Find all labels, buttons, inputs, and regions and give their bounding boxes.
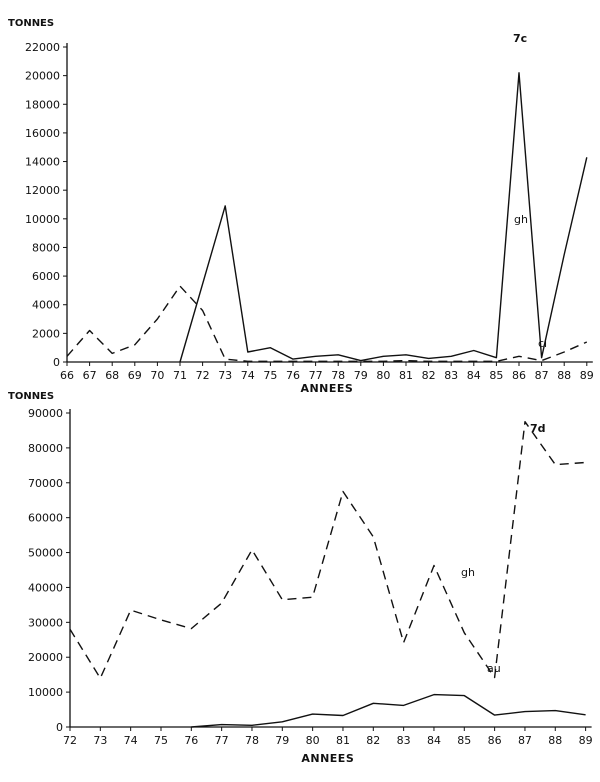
chart-7d-x-tick-label: 88 xyxy=(548,734,562,747)
chart-7d-x-tick-label: 86 xyxy=(488,734,502,747)
chart-7c-y-tick-label: 10000 xyxy=(25,213,60,226)
chart-7d-x-tick-label: 76 xyxy=(184,734,198,747)
chart-7c-x-tick-label: 69 xyxy=(128,369,142,382)
chart-7c-series-gh-line xyxy=(179,72,588,363)
chart-7d-panel-label: 7d xyxy=(530,422,546,435)
chart-7d-x-tick-label: 84 xyxy=(427,734,441,747)
chart-7c-ylabel: TONNES xyxy=(8,18,54,29)
chart-7c-xlabel: ANNEES xyxy=(300,382,353,395)
chart-7d-x-tick-label: 79 xyxy=(275,734,289,747)
chart-7d-x-tick-label: 85 xyxy=(457,734,471,747)
chart-7c-x-tick-label: 75 xyxy=(263,369,277,382)
chart-7d-y-tick-label: 90000 xyxy=(28,407,63,420)
chart-7d-ylabel: TONNES xyxy=(8,391,54,402)
chart-7c-x-tick-label: 77 xyxy=(309,369,323,382)
chart-7c-x-tick-label: 81 xyxy=(399,369,413,382)
chart-7c-x-tick-label: 86 xyxy=(512,369,526,382)
chart-7c-x-tick-label: 89 xyxy=(580,369,594,382)
chart-7d-y-tick-label: 50000 xyxy=(28,547,63,560)
chart-7c-y-tick-label: 18000 xyxy=(25,98,60,111)
chart-7c-x-tick-label: 79 xyxy=(354,369,368,382)
chart-7c-panel-label: 7c xyxy=(513,32,527,45)
chart-7c-x-tick-label: 68 xyxy=(105,369,119,382)
chart-7d-y-tick-label: 0 xyxy=(56,721,63,734)
chart-7c-x-tick-label: 70 xyxy=(150,369,164,382)
chart-7c-x-tick-label: 83 xyxy=(444,369,458,382)
chart-7c-y-tick-label: 22000 xyxy=(25,41,60,54)
chart-7c-y-tick-label: 4000 xyxy=(32,299,60,312)
chart-7c-x-tick-label: 88 xyxy=(557,369,571,382)
chart-7c-x-tick-label: 73 xyxy=(218,369,232,382)
chart-7c-y-tick-label: 2000 xyxy=(32,327,60,340)
chart-7d-series-gh-label: gh xyxy=(461,566,475,579)
chart-7d-series-au-line xyxy=(191,693,586,728)
chart-7c-x-tick-label: 76 xyxy=(286,369,300,382)
chart-7c-x-tick-label: 67 xyxy=(83,369,97,382)
chart-7c-y-tick-label: 6000 xyxy=(32,270,60,283)
chart-7d-series-gh-line xyxy=(69,421,586,679)
chart-7c-x-tick-label: 72 xyxy=(196,369,210,382)
chart-7d-x-tick-label: 89 xyxy=(579,734,593,747)
chart-7c-y-tick-label: 14000 xyxy=(25,156,60,169)
chart-7d-y-tick-label: 30000 xyxy=(28,616,63,629)
chart-7c-series-gh-label: gh xyxy=(514,213,528,226)
chart-7c-x-tick-label: 74 xyxy=(241,369,255,382)
chart-7c-y-tick-label: 8000 xyxy=(32,241,60,254)
chart-7c-y-tick-label: 12000 xyxy=(25,184,60,197)
chart-7d-x-tick-label: 80 xyxy=(306,734,320,747)
chart-7d-x-tick-label: 78 xyxy=(245,734,259,747)
chart-7d-y-tick-label: 10000 xyxy=(28,686,63,699)
chart-7c-x-tick-label: 84 xyxy=(467,369,481,382)
chart-7c-y-tick-label: 16000 xyxy=(25,127,60,140)
chart-7d-y-tick-label: 70000 xyxy=(28,477,63,490)
chart-7c-x-tick-label: 66 xyxy=(60,369,74,382)
chart-7d-x-tick-label: 73 xyxy=(93,734,107,747)
chart-7d-x-tick-label: 75 xyxy=(154,734,168,747)
chart-7c-x-tick-label: 80 xyxy=(376,369,390,382)
chart-7d-y-tick-label: 60000 xyxy=(28,512,63,525)
chart-7d-xlabel: ANNEES xyxy=(301,752,354,765)
chart-7c-x-tick-label: 78 xyxy=(331,369,345,382)
chart-7d-x-tick-label: 82 xyxy=(366,734,380,747)
chart-7c-y-tick-label: 0 xyxy=(53,356,60,369)
chart-7c-x-tick-label: 71 xyxy=(173,369,187,382)
chart-7c-series-ci-label: ci xyxy=(538,337,547,350)
chart-7d-x-tick-label: 83 xyxy=(397,734,411,747)
chart-7d-x-tick-label: 77 xyxy=(215,734,229,747)
chart-7d-y-tick-label: 80000 xyxy=(28,442,63,455)
chart-7c-series-ci-line xyxy=(66,285,588,362)
chart-7d-x-tick-label: 74 xyxy=(124,734,138,747)
chart-7c-x-tick-label: 87 xyxy=(535,369,549,382)
chart-7d-x-tick-label: 72 xyxy=(63,734,77,747)
chart-7d-x-tick-label: 87 xyxy=(518,734,532,747)
chart-7d-series-au-label: au xyxy=(487,662,501,675)
chart-7c-x-tick-label: 82 xyxy=(422,369,436,382)
chart-7d-y-tick-label: 40000 xyxy=(28,581,63,594)
chart-7d-x-tick-label: 81 xyxy=(336,734,350,747)
chart-7d-y-tick-label: 20000 xyxy=(28,651,63,664)
chart-7c-x-tick-label: 85 xyxy=(489,369,503,382)
chart-7c-y-tick-label: 20000 xyxy=(25,70,60,83)
